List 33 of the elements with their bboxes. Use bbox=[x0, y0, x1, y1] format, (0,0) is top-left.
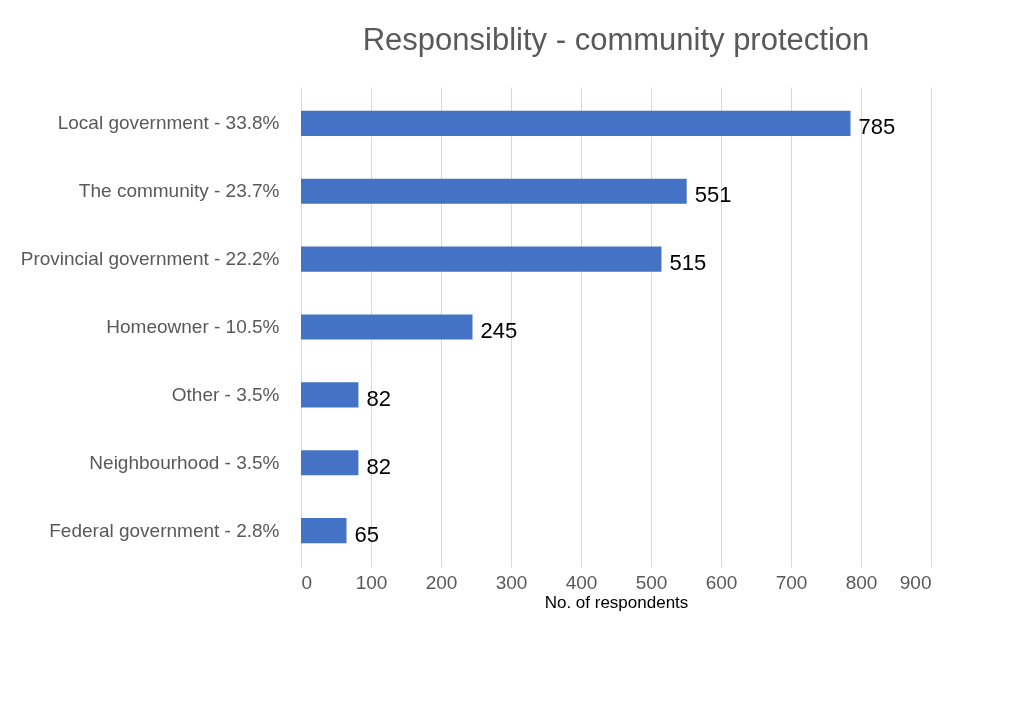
data-label: 551 bbox=[694, 182, 732, 208]
x-tick-label: 600 bbox=[705, 571, 738, 593]
x-tick-label: 300 bbox=[495, 571, 528, 593]
data-label: 785 bbox=[858, 114, 896, 140]
x-tick-label: 500 bbox=[635, 571, 668, 593]
x-tick-label: 700 bbox=[775, 571, 808, 593]
y-tick-label: The community - 23.7% bbox=[78, 180, 280, 202]
data-label: 82 bbox=[366, 453, 391, 479]
bar bbox=[301, 450, 359, 476]
x-axis-title: No. of respondents bbox=[544, 592, 689, 612]
bar bbox=[301, 246, 662, 272]
x-tick-label: 900 bbox=[899, 571, 932, 593]
chart-title: Responsiblity - community protection bbox=[362, 22, 870, 57]
bar bbox=[301, 178, 687, 204]
data-label: 245 bbox=[480, 318, 518, 343]
data-label: 82 bbox=[366, 385, 391, 411]
y-tick-label: Other - 3.5% bbox=[171, 383, 280, 405]
bar bbox=[301, 314, 473, 340]
bar bbox=[301, 110, 851, 136]
y-tick-label: Local government - 33.8% bbox=[57, 112, 280, 134]
data-label: 65 bbox=[354, 521, 379, 547]
y-tick-label: Homeowner - 10.5% bbox=[106, 316, 280, 337]
data-label: 515 bbox=[669, 250, 707, 276]
y-tick-label: Provincial government - 22.2% bbox=[20, 248, 280, 270]
x-tick-label: 800 bbox=[845, 571, 878, 593]
x-tick-label: 400 bbox=[565, 571, 598, 593]
x-tick-label: 100 bbox=[355, 571, 388, 593]
bar bbox=[301, 518, 347, 544]
x-tick-label: 200 bbox=[425, 571, 458, 593]
y-tick-label: Neighbourhood - 3.5% bbox=[89, 451, 280, 473]
x-tick-label: 0 bbox=[301, 571, 313, 593]
y-tick-label: Federal government - 2.8% bbox=[49, 519, 280, 541]
bar bbox=[301, 382, 359, 408]
